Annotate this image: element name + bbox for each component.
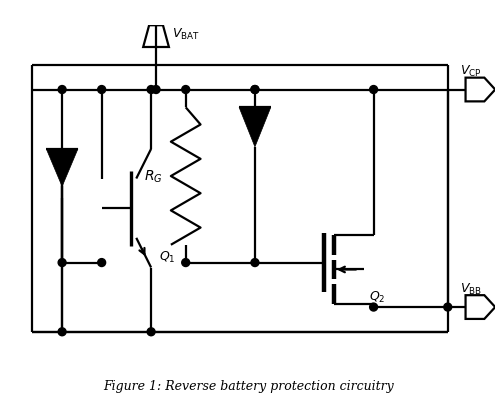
Circle shape xyxy=(147,86,155,94)
Circle shape xyxy=(370,303,377,311)
Circle shape xyxy=(152,86,160,94)
Text: $V_{\mathrm{BB}}$: $V_{\mathrm{BB}}$ xyxy=(460,282,482,297)
Text: $R_G$: $R_G$ xyxy=(144,168,163,185)
Circle shape xyxy=(444,303,452,311)
Circle shape xyxy=(182,259,190,266)
Circle shape xyxy=(251,86,259,94)
Text: Figure 1: Reverse battery protection circuitry: Figure 1: Reverse battery protection cir… xyxy=(104,380,394,393)
Circle shape xyxy=(251,86,259,94)
Circle shape xyxy=(370,86,377,94)
Text: $V_{\mathrm{CP}}$: $V_{\mathrm{CP}}$ xyxy=(460,64,481,79)
Circle shape xyxy=(98,86,106,94)
Circle shape xyxy=(251,259,259,266)
Circle shape xyxy=(182,86,190,94)
Circle shape xyxy=(58,86,66,94)
Polygon shape xyxy=(239,107,271,147)
Text: $V_{\mathrm{BAT}}$: $V_{\mathrm{BAT}}$ xyxy=(172,27,200,42)
Polygon shape xyxy=(46,149,78,186)
Text: $Q_2$: $Q_2$ xyxy=(369,290,385,305)
Circle shape xyxy=(147,328,155,336)
Text: $Q_1$: $Q_1$ xyxy=(159,250,176,265)
Circle shape xyxy=(58,259,66,266)
Circle shape xyxy=(98,259,106,266)
Circle shape xyxy=(58,328,66,336)
